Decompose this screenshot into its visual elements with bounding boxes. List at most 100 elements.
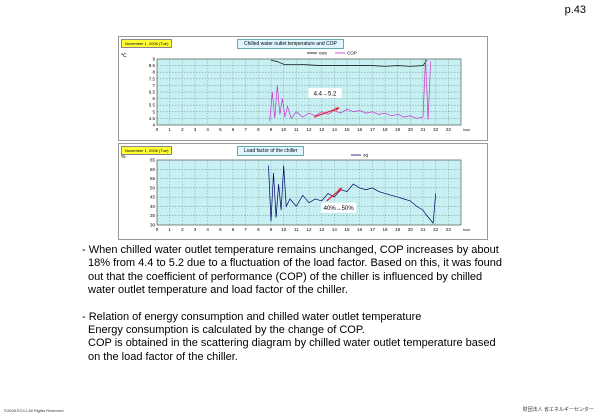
y-tick-label: 4.5 xyxy=(149,116,156,121)
x-tick-label: 3 xyxy=(194,127,197,132)
annotation-box xyxy=(321,202,357,213)
y-tick-label: 40 xyxy=(150,204,156,209)
annotation-label: 4.4→5.2 xyxy=(314,92,337,98)
trend-arrow xyxy=(313,107,340,118)
x-tick-label: 13 xyxy=(319,127,325,132)
x-tick-label: 14 xyxy=(332,127,338,132)
chart1-title: Chilled water outlet temperature and COP xyxy=(237,39,344,49)
page-number: p.43 xyxy=(564,4,586,16)
x-tick-label: 6 xyxy=(232,227,235,232)
y-tick-label: 6.5 xyxy=(149,90,156,95)
para1-line3: out that the coefficient of performance … xyxy=(88,270,483,283)
x-tick-label: 20 xyxy=(408,127,414,132)
x-tick-label: 8 xyxy=(257,127,260,132)
x-tick-label: 18 xyxy=(382,227,388,232)
trend-arrow-head xyxy=(335,107,340,111)
x-tick-label: 18 xyxy=(382,127,388,132)
x-unit-label: hour xyxy=(463,128,471,132)
organization-footer: 財団法人 省エネルギーセンター xyxy=(522,407,594,413)
x-tick-label: 19 xyxy=(395,227,401,232)
trend-arrow-head xyxy=(338,187,342,192)
x-tick-label: 16 xyxy=(357,227,363,232)
x-tick-label: 20 xyxy=(408,227,414,232)
x-tick-label: 9 xyxy=(270,127,273,132)
x-tick-label: 14 xyxy=(332,227,338,232)
x-tick-label: 23 xyxy=(446,227,452,232)
y-tick-label: 65 xyxy=(150,158,156,163)
legend-label: cws xyxy=(319,51,327,56)
y-tick-label: 7 xyxy=(152,83,155,88)
load-factor-chart: November 1, 2006 (Tue) Load factor of th… xyxy=(118,143,488,240)
x-tick-label: 21 xyxy=(420,127,426,132)
x-tick-label: 23 xyxy=(446,127,452,132)
x-unit-label: hour xyxy=(463,228,471,232)
x-tick-label: 9 xyxy=(270,227,273,232)
para2-line4: on the load factor of the chiller. xyxy=(88,350,238,363)
x-tick-label: 12 xyxy=(306,127,312,132)
x-tick-label: 1 xyxy=(168,227,171,232)
para2-line1: - Relation of energy consumption and chi… xyxy=(82,310,422,323)
x-tick-label: 17 xyxy=(370,227,376,232)
y-tick-label: 35 xyxy=(150,213,156,218)
cop-chart: November 1, 2006 (Tue) Chilled water out… xyxy=(118,36,488,141)
x-tick-label: 7 xyxy=(244,227,247,232)
copyright-footer: ©2008 ECCJ All Rights Reserved xyxy=(4,408,64,413)
y-tick-label: 5.5 xyxy=(149,103,156,108)
y-tick-label: 30 xyxy=(150,223,156,228)
x-tick-label: 2 xyxy=(181,127,184,132)
y-tick-label: 4 xyxy=(152,123,155,128)
x-tick-label: 5 xyxy=(219,227,222,232)
para2-line2: Energy consumption is calculated by the … xyxy=(88,324,365,337)
chart2-title: Load factor of the chiller xyxy=(237,146,305,156)
y-tick-label: 8.5 xyxy=(149,63,156,68)
x-tick-label: 19 xyxy=(395,127,401,132)
y-tick-label: 55 xyxy=(150,176,156,181)
x-tick-label: 4 xyxy=(206,127,209,132)
y-unit-label: ℃ xyxy=(121,53,127,59)
series-line-COP xyxy=(269,58,431,122)
x-tick-label: 17 xyxy=(370,127,376,132)
y-tick-label: 45 xyxy=(150,195,156,200)
y-tick-label: 6 xyxy=(152,96,155,101)
x-tick-label: 8 xyxy=(257,227,260,232)
x-tick-label: 22 xyxy=(433,227,439,232)
body-text: - When chilled water outlet temperature … xyxy=(82,244,582,364)
x-tick-label: 0 xyxy=(156,227,159,232)
annotation-label: 40%→50% xyxy=(324,206,355,212)
y-tick-label: 7.5 xyxy=(149,76,156,81)
x-tick-label: 2 xyxy=(181,227,184,232)
y-tick-label: 5 xyxy=(152,109,155,114)
y-tick-label: 9 xyxy=(152,57,155,62)
x-tick-label: 12 xyxy=(306,227,312,232)
para1-line2: 18% from 4.4 to 5.2 due to a fluctuation… xyxy=(88,257,502,270)
x-tick-label: 10 xyxy=(281,227,287,232)
x-tick-label: 22 xyxy=(433,127,439,132)
x-tick-label: 0 xyxy=(156,127,159,132)
x-tick-label: 4 xyxy=(206,227,209,232)
chart1-date-label: November 1, 2006 (Tue) xyxy=(121,39,173,48)
legend-label: oq xyxy=(363,153,369,158)
x-tick-label: 3 xyxy=(194,227,197,232)
x-tick-label: 11 xyxy=(294,227,299,232)
annotation-box xyxy=(308,88,342,99)
chart2-date-label: November 1, 2006 (Tue) xyxy=(121,146,173,155)
x-tick-label: 21 xyxy=(420,227,426,232)
y-unit-label: % xyxy=(121,154,126,160)
y-tick-label: 8 xyxy=(152,70,155,75)
x-tick-label: 5 xyxy=(219,127,222,132)
legend-label: COP xyxy=(347,51,357,56)
cop-chart-svg: 44.555.566.577.588.590 1 2 3 4 5 6 7 8 9 10 11 12 13 1… xyxy=(121,51,471,133)
x-tick-label: 10 xyxy=(281,127,287,132)
para1-line1: - When chilled water outlet temperature … xyxy=(82,244,499,256)
x-tick-label: 7 xyxy=(244,127,247,132)
x-tick-label: 6 xyxy=(232,127,235,132)
series-line-cws xyxy=(270,59,428,67)
y-tick-label: 60 xyxy=(150,167,156,172)
x-tick-label: 1 xyxy=(168,127,171,132)
y-tick-label: 50 xyxy=(150,185,156,190)
x-tick-label: 16 xyxy=(357,127,363,132)
x-tick-label: 15 xyxy=(344,227,350,232)
x-tick-label: 15 xyxy=(344,127,350,132)
x-tick-label: 11 xyxy=(294,127,299,132)
